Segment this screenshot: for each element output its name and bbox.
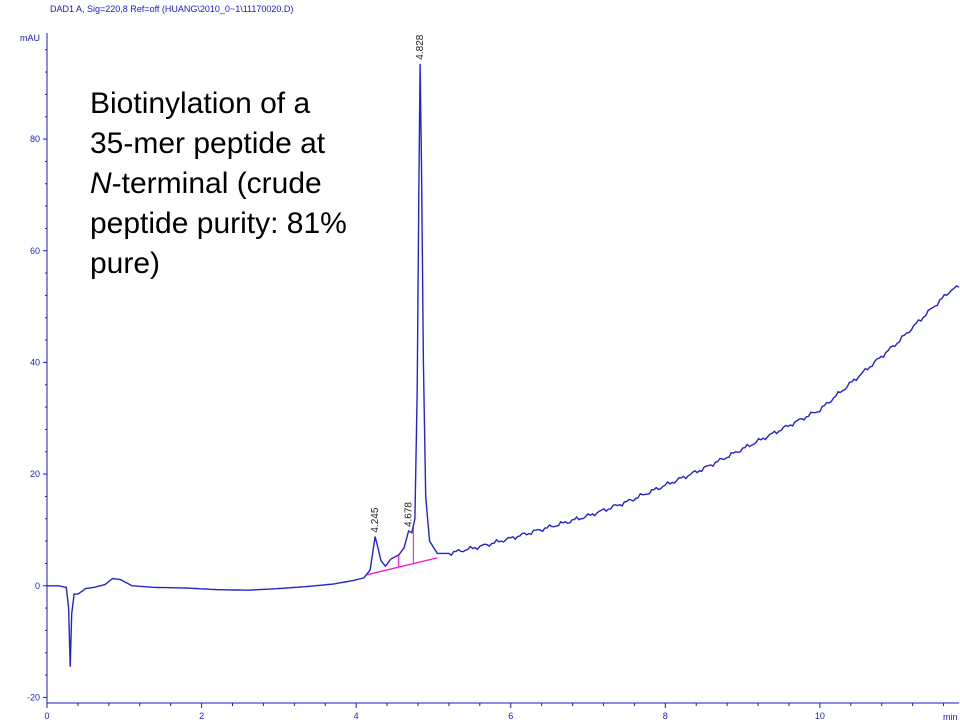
y-tick-label: 80 (30, 134, 40, 144)
annotation-line-1: Biotinylation of a (90, 87, 311, 120)
annotation-line-2: 35-mer peptide at (90, 127, 326, 160)
y-tick-label: 60 (30, 246, 40, 256)
x-axis-unit: min (943, 712, 958, 722)
signal-trace (47, 63, 960, 667)
annotation-italic-n: N (90, 167, 112, 200)
annotation-line-3: N-terminal (crude (90, 164, 410, 204)
x-tick-label: 2 (199, 711, 204, 721)
y-axis-unit: mAU (20, 33, 40, 43)
annotation-line-4: peptide purity: 81% (90, 207, 347, 240)
y-tick-label: 40 (30, 357, 40, 367)
chart-annotation: Biotinylation of a 35-mer peptide at N-t… (90, 84, 410, 284)
x-tick-label: 10 (815, 711, 825, 721)
annotation-line-3-rest: -terminal (crude (111, 167, 322, 200)
peak-rt-label: 4.828 (415, 34, 426, 59)
x-tick-label: 0 (44, 711, 49, 721)
y-tick-label: -20 (27, 692, 40, 702)
annotation-line-5: pure) (90, 247, 161, 280)
y-tick-label: 0 (35, 581, 40, 591)
y-tick-label: 20 (30, 469, 40, 479)
peak-rt-label: 4.245 (370, 507, 381, 532)
signal-header: DAD1 A, Sig=220,8 Ref=off (HUANG\2010_0~… (50, 4, 294, 14)
integration-baseline (365, 557, 438, 576)
x-tick-label: 8 (663, 711, 668, 721)
x-tick-label: 6 (508, 711, 513, 721)
peak-rt-label: 4.678 (404, 502, 415, 527)
x-tick-label: 4 (354, 711, 359, 721)
